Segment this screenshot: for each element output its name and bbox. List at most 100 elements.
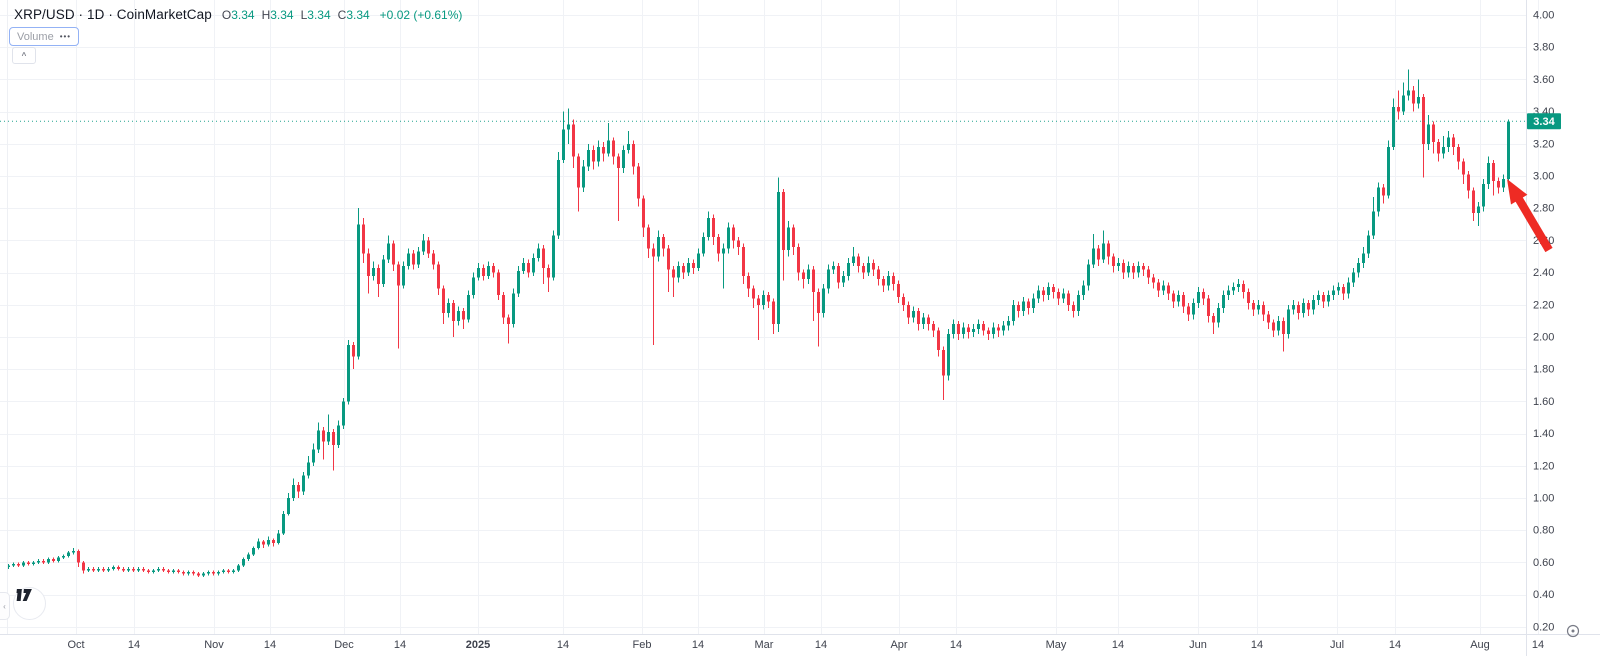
candle [1232,282,1235,296]
candle [802,269,805,289]
candle [1142,262,1145,276]
price-tick-label: 2.20 [1533,299,1554,311]
candle [487,261,490,280]
candle-body [287,498,290,515]
candle-body [1087,264,1090,286]
candle-body [102,568,105,571]
candle-body [647,227,650,249]
candle-body [587,150,590,167]
candle-body [367,253,370,276]
candle-body [147,570,150,573]
time-tick-label: 14 [394,639,406,651]
annotation-arrow[interactable] [1507,179,1553,253]
candle [1187,303,1190,321]
candle-body [77,551,80,563]
candle [427,237,430,259]
candle-body [482,267,485,276]
symbol-title[interactable]: XRP/USD · 1D · CoinMarketCap [14,7,212,22]
candle [1222,290,1225,313]
candle [842,270,845,288]
candle-body [1277,320,1280,331]
candle-body [532,258,535,273]
candle [557,151,560,239]
candle-body [742,246,745,276]
candle [757,295,760,341]
candle-body [72,551,75,553]
candle [1137,261,1140,278]
candle-body [1207,298,1210,317]
candle-body [847,262,850,276]
candle-body [772,301,775,325]
time-tick-label: May [1046,639,1067,651]
time-tick-label: 14 [1251,639,1263,651]
candle-body [1072,304,1075,312]
candle [737,237,740,255]
candle [332,428,335,471]
price-tick-label: 4.00 [1533,10,1554,22]
candle [1462,158,1465,185]
candle [197,572,200,577]
candle-body [7,565,10,568]
candle-body [462,311,465,320]
price-scale[interactable]: 4.003.803.603.403.203.002.802.602.402.20… [1533,10,1554,634]
tradingview-logo[interactable] [13,587,46,620]
candle [1292,299,1295,315]
candle [47,557,50,565]
candle [1452,134,1455,156]
time-scale[interactable]: Oct 14 Nov 14 Dec 14 2025 14 Feb 14 Mar 14 Apr 14 May 1… [67,639,1544,651]
timezone-clock-icon[interactable] [1566,624,1580,638]
candle [847,258,850,281]
candle-body [842,275,845,283]
time-tick-label: 14 [264,639,276,651]
candle-body [672,269,675,278]
price-tick-label: 3.00 [1533,171,1554,183]
candle [367,248,370,294]
more-options-icon[interactable]: ••• [59,31,72,41]
candle [312,443,315,466]
candle-body [1222,295,1225,309]
clock-dot [1571,629,1575,633]
price-tick-label: 3.60 [1533,74,1554,86]
candle [602,142,605,162]
candle-body [1092,248,1095,265]
candle-body [382,259,385,284]
candle [647,224,650,259]
collapse-indicators-button[interactable]: ^ [12,47,36,64]
candle [952,319,955,339]
candle-body [527,262,530,273]
candle [1327,290,1330,307]
candle [462,308,465,329]
clock-circle [1566,624,1580,638]
candle-body [637,166,640,199]
candle-body [1482,184,1485,207]
candle-body [622,150,625,168]
candle-body [1247,291,1250,304]
candle [1467,171,1470,199]
time-tick-label: Aug [1470,639,1490,651]
ohlc-values: O3.34 H3.34 L3.34 C3.34 [222,8,370,22]
candle-body [472,277,475,296]
candle [422,233,425,255]
candle-body [627,143,630,151]
candle [1347,277,1350,299]
candle [727,222,730,254]
candle-body [217,572,220,574]
volume-indicator-button[interactable]: Volume ••• [9,27,80,46]
candle-body [1297,304,1300,313]
candle [532,253,535,276]
candle [1357,258,1360,278]
chart-legend: XRP/USD · 1D · CoinMarketCap O3.34 H3.34… [14,7,462,22]
candle-body [632,143,635,167]
sidebar-expand-toggle[interactable]: ‹ [0,592,10,620]
time-tick-label: Nov [204,639,224,651]
candle-body [397,264,400,286]
candle-body [1437,142,1440,154]
candle [1132,262,1135,280]
candle [807,264,810,284]
candle [472,272,475,299]
candle [1167,282,1170,300]
candle-body [457,311,460,321]
candle-body [1077,295,1080,312]
candle-body [817,291,820,313]
